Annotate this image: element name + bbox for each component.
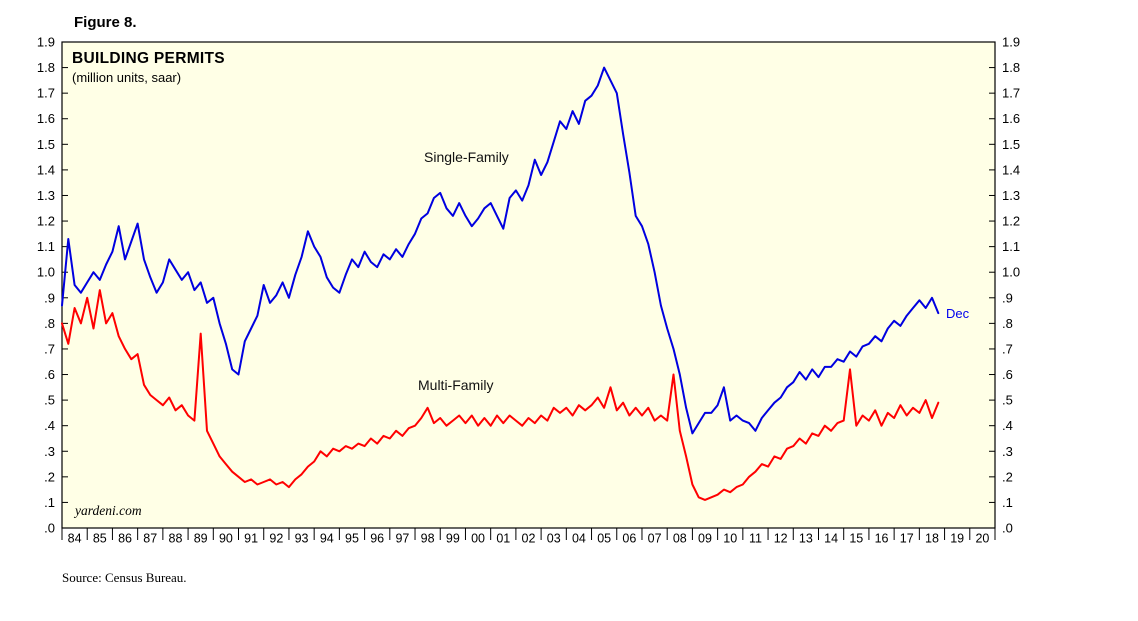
- svg-text:06: 06: [622, 532, 636, 546]
- svg-text:18: 18: [925, 532, 939, 546]
- svg-text:.7: .7: [44, 341, 55, 356]
- svg-text:1.7: 1.7: [1002, 86, 1020, 101]
- svg-text:89: 89: [194, 532, 208, 546]
- svg-text:08: 08: [673, 532, 687, 546]
- svg-text:1.8: 1.8: [37, 60, 55, 75]
- svg-text:13: 13: [799, 532, 813, 546]
- figure-label: Figure 8.: [74, 14, 137, 31]
- watermark: yardeni.com: [75, 503, 142, 518]
- svg-text:.3: .3: [1002, 444, 1013, 459]
- svg-text:1.5: 1.5: [37, 137, 55, 152]
- svg-text:1.5: 1.5: [1002, 137, 1020, 152]
- svg-text:.2: .2: [44, 469, 55, 484]
- source-note: Source: Census Bureau.: [62, 570, 187, 585]
- svg-text:03: 03: [547, 532, 561, 546]
- svg-text:14: 14: [824, 532, 838, 546]
- multi-family-label: Multi-Family: [418, 377, 494, 393]
- svg-text:90: 90: [219, 532, 233, 546]
- svg-text:.9: .9: [44, 290, 55, 305]
- svg-text:15: 15: [849, 532, 863, 546]
- svg-text:1.3: 1.3: [37, 188, 55, 203]
- svg-text:1.4: 1.4: [37, 162, 55, 177]
- svg-text:.4: .4: [1002, 418, 1013, 433]
- svg-text:11: 11: [749, 532, 762, 546]
- svg-text:1.6: 1.6: [1002, 111, 1020, 126]
- svg-text:.1: .1: [1002, 495, 1013, 510]
- svg-text:17: 17: [900, 532, 914, 546]
- svg-text:.5: .5: [1002, 393, 1013, 408]
- svg-text:1.2: 1.2: [37, 214, 55, 229]
- svg-text:1.8: 1.8: [1002, 60, 1020, 75]
- svg-text:.1: .1: [44, 495, 55, 510]
- single-family-line: [61, 66, 940, 435]
- svg-text:07: 07: [648, 532, 662, 546]
- svg-text:04: 04: [572, 532, 586, 546]
- svg-text:1.6: 1.6: [37, 111, 55, 126]
- chart-subtitle: (million units, saar): [72, 70, 182, 85]
- svg-text:.2: .2: [1002, 469, 1013, 484]
- svg-text:19: 19: [950, 532, 964, 546]
- svg-text:16: 16: [875, 532, 889, 546]
- svg-text:85: 85: [93, 532, 107, 546]
- svg-text:.7: .7: [1002, 341, 1013, 356]
- svg-text:1.4: 1.4: [1002, 162, 1020, 177]
- svg-text:1.3: 1.3: [1002, 188, 1020, 203]
- svg-text:1.2: 1.2: [1002, 214, 1020, 229]
- svg-text:98: 98: [421, 532, 435, 546]
- svg-text:88: 88: [169, 532, 183, 546]
- svg-text:1.0: 1.0: [37, 265, 55, 280]
- svg-text:02: 02: [522, 532, 536, 546]
- single-family-label: Single-Family: [424, 149, 509, 165]
- svg-text:95: 95: [345, 532, 359, 546]
- svg-text:91: 91: [244, 532, 258, 546]
- svg-text:.6: .6: [1002, 367, 1013, 382]
- svg-text:87: 87: [143, 532, 157, 546]
- svg-text:93: 93: [295, 532, 309, 546]
- svg-text:.9: .9: [1002, 290, 1013, 305]
- svg-text:1.7: 1.7: [37, 86, 55, 101]
- svg-text:09: 09: [698, 532, 712, 546]
- multi-family-line: [61, 289, 940, 501]
- svg-text:20: 20: [975, 532, 989, 546]
- svg-text:99: 99: [446, 532, 460, 546]
- svg-text:1.1: 1.1: [1002, 239, 1020, 254]
- svg-text:12: 12: [774, 532, 788, 546]
- svg-text:1.0: 1.0: [1002, 265, 1020, 280]
- svg-text:10: 10: [723, 532, 737, 546]
- svg-text:84: 84: [68, 532, 82, 546]
- svg-text:.8: .8: [1002, 316, 1013, 331]
- svg-text:01: 01: [496, 532, 510, 546]
- svg-text:.0: .0: [1002, 521, 1013, 536]
- svg-text:92: 92: [269, 532, 283, 546]
- svg-text:.5: .5: [44, 393, 55, 408]
- svg-text:.0: .0: [44, 521, 55, 536]
- svg-text:1.9: 1.9: [1002, 35, 1020, 50]
- last-point-label: Dec: [946, 306, 970, 321]
- svg-text:.4: .4: [44, 418, 55, 433]
- chart-title: BUILDING PERMITS: [72, 50, 225, 67]
- svg-text:.8: .8: [44, 316, 55, 331]
- svg-text:97: 97: [395, 532, 409, 546]
- svg-text:1.1: 1.1: [37, 239, 55, 254]
- svg-text:.3: .3: [44, 444, 55, 459]
- plot-area: [61, 41, 996, 529]
- svg-text:96: 96: [370, 532, 384, 546]
- svg-text:86: 86: [118, 532, 132, 546]
- svg-text:1.9: 1.9: [37, 35, 55, 50]
- svg-text:.6: .6: [44, 367, 55, 382]
- svg-text:05: 05: [597, 532, 611, 546]
- svg-text:00: 00: [471, 532, 485, 546]
- svg-text:94: 94: [320, 532, 334, 546]
